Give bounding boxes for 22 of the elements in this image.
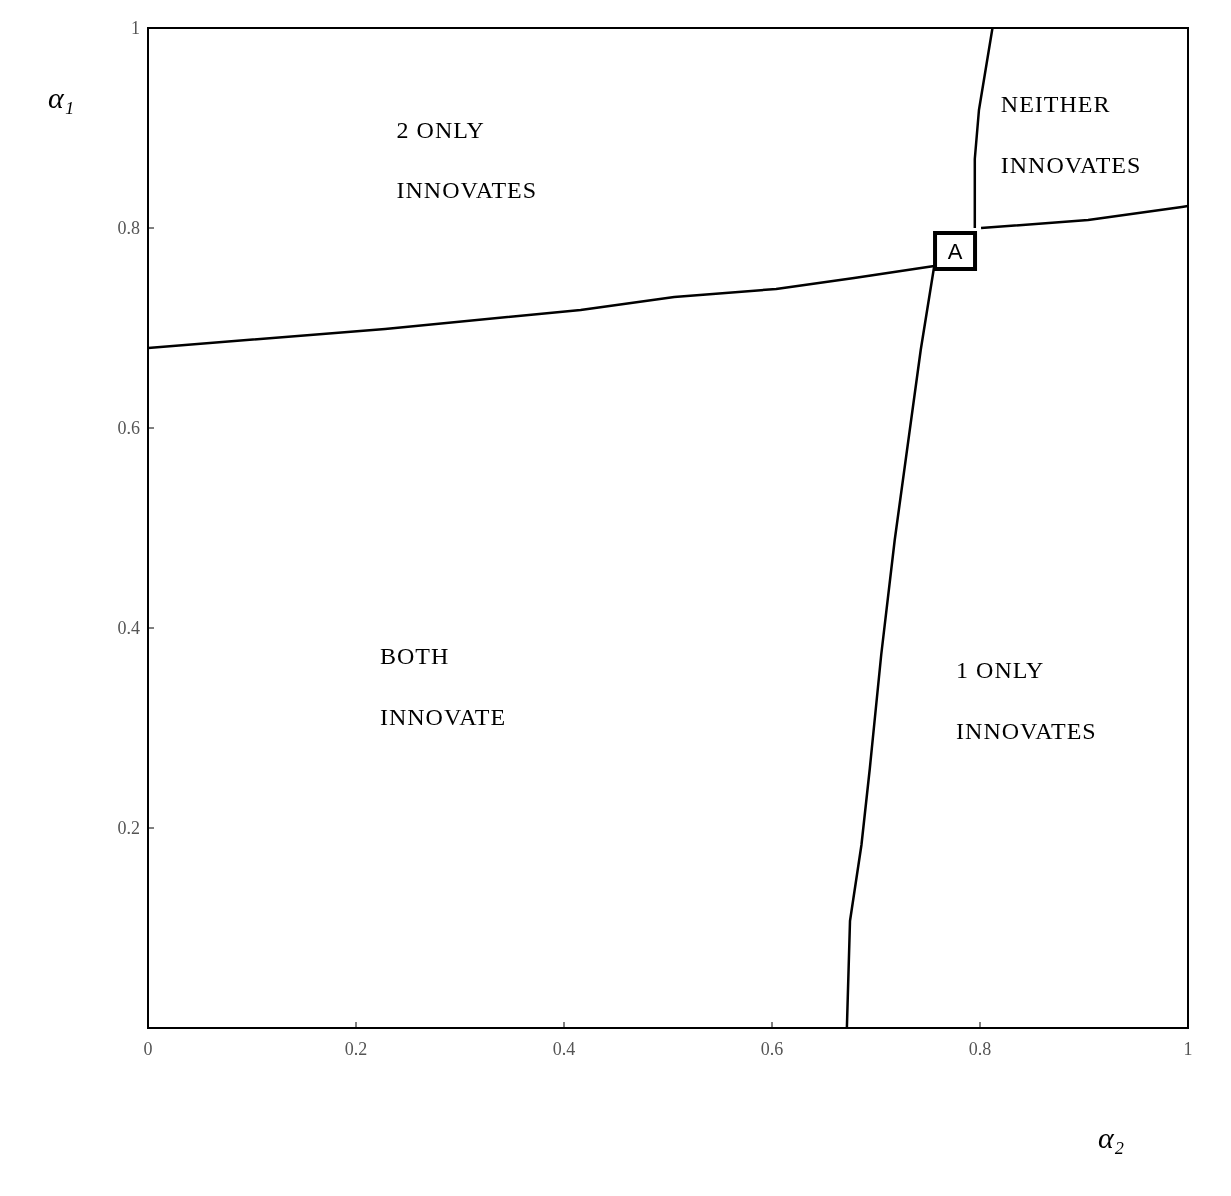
annotation: INNOVATES — [956, 718, 1097, 744]
annotation: INNOVATE — [379, 704, 507, 730]
x-tick-label: 0 — [143, 1038, 153, 1059]
y-tick-label: 0.6 — [117, 418, 140, 439]
annotation: 1 ONLY — [956, 657, 1045, 683]
x-tick-label: 0.2 — [344, 1038, 368, 1059]
y-tick-label: 0.8 — [117, 218, 140, 239]
annotation: BOTH — [379, 643, 450, 669]
annotation: A — [947, 239, 963, 264]
y-tick-label: 0.4 — [117, 618, 140, 639]
x-tick-label: 1 — [1183, 1038, 1193, 1059]
annotation: INNOVATES — [396, 177, 538, 203]
annotation: NEITHER — [1000, 91, 1111, 117]
x-axis-title: α₂ — [1098, 1121, 1125, 1154]
y-tick-label: 0.2 — [117, 818, 140, 839]
y-axis-title: α₁ — [48, 81, 75, 114]
x-tick-label: 0.6 — [760, 1038, 784, 1059]
annotation: 2 ONLY — [396, 117, 485, 143]
x-tick-label: 0.4 — [552, 1038, 576, 1059]
annotation: INNOVATES — [1000, 152, 1142, 178]
y-tick-label: 1 — [131, 18, 140, 39]
x-tick-label: 0.8 — [968, 1038, 992, 1059]
